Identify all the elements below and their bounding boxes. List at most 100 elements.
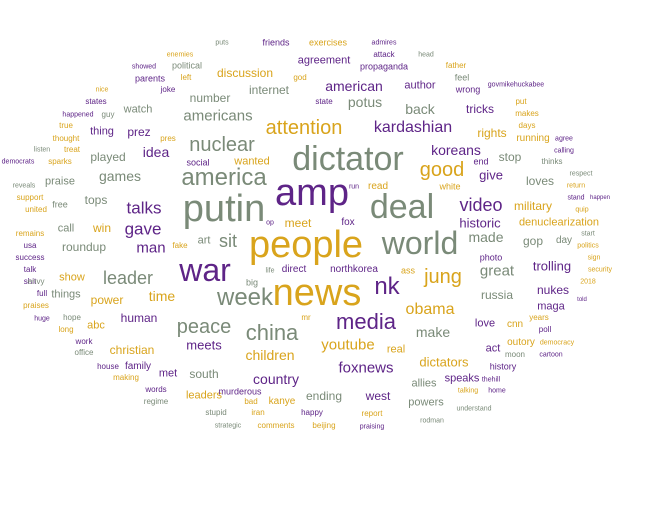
word-foxnews: foxnews <box>338 359 394 377</box>
word-showed: showed <box>131 63 157 71</box>
word-christian: christian <box>109 343 155 357</box>
word-support: support <box>16 193 44 202</box>
word-south: south <box>189 367 219 381</box>
word-good: good <box>419 159 465 181</box>
word-act: act <box>485 342 501 355</box>
word-loves: loves <box>525 174 555 188</box>
word-prez: prez <box>127 125 151 139</box>
word-happened: happened <box>62 111 94 119</box>
word-propaganda: propaganda <box>359 61 409 72</box>
word-sit: sit <box>219 231 237 251</box>
word-dictators: dictators <box>419 354 469 370</box>
word-human: human <box>120 311 158 325</box>
word-happen: happen <box>589 195 611 201</box>
word-admires: admires <box>371 39 397 47</box>
word-china: china <box>245 320 299 345</box>
word-outory: outory <box>507 337 535 348</box>
word-video: video <box>459 195 503 215</box>
word-give: give <box>479 167 503 183</box>
word-end: end <box>473 156 489 167</box>
word-man: man <box>136 239 166 257</box>
word-envy: envy <box>27 277 45 286</box>
word-iran: iran <box>251 408 265 417</box>
word-putin: putin <box>182 188 266 230</box>
word-father: father <box>445 61 467 70</box>
word-things: things <box>51 288 81 301</box>
word-murderous: murderous <box>218 386 262 397</box>
word-nukes: nukes <box>536 283 570 297</box>
word-strategic: strategic <box>214 422 242 430</box>
word-social: social <box>186 157 210 168</box>
word-powers: powers <box>408 396 444 409</box>
word-call: call <box>57 222 75 235</box>
word-ass: ass <box>400 265 416 276</box>
word-god: god <box>293 73 307 82</box>
word-govmikehuckabee: govmikehuckabee <box>487 81 545 89</box>
word-media: media <box>336 309 396 334</box>
word-leader: leader <box>102 268 154 288</box>
word-wanted: wanted <box>234 155 270 168</box>
word-talks: talks <box>126 198 162 218</box>
word-life: life <box>265 267 275 275</box>
word-america: america <box>181 164 267 191</box>
word-regime: regime <box>143 397 169 406</box>
word-northkorea: northkorea <box>330 264 378 275</box>
word-world: world <box>381 225 459 261</box>
word-military: military <box>514 199 552 213</box>
word-sparks: sparks <box>48 157 72 166</box>
word-read: read <box>367 181 389 192</box>
word-dictator: dictator <box>292 140 404 178</box>
word-art: art <box>197 234 211 247</box>
word-love: love <box>474 317 496 330</box>
word-allies: allies <box>411 377 437 390</box>
word-guy: guy <box>101 110 115 119</box>
word-thing: thing <box>90 125 114 138</box>
word-thinks: thinks <box>541 157 563 166</box>
word-history: history <box>489 361 517 372</box>
word-kanye: kanye <box>268 396 296 407</box>
word-nk: nk <box>374 273 400 300</box>
word-attention: attention <box>265 117 343 139</box>
word-start: start <box>581 230 595 238</box>
word-games: games <box>98 168 142 184</box>
word-fake: fake <box>172 241 188 250</box>
word-success: success <box>15 253 45 262</box>
word-russia: russia <box>480 288 514 302</box>
word-people: people <box>248 224 364 266</box>
word-praising: praising <box>359 423 385 431</box>
word-talking: talking <box>457 387 479 395</box>
word-tops: tops <box>84 193 108 207</box>
word-show: show <box>59 271 85 284</box>
word-happy: happy <box>301 408 323 417</box>
word-trolling: trolling <box>532 258 572 274</box>
word-enemies: enemies <box>166 51 194 59</box>
word-calling: calling <box>554 147 574 155</box>
word-agreement: agreement <box>297 54 351 67</box>
word-day: day <box>555 235 573 246</box>
word-roundup: roundup <box>61 240 107 254</box>
word-makes: makes <box>515 109 539 118</box>
word-cartoon: cartoon <box>539 351 563 359</box>
word-peace: peace <box>176 316 232 338</box>
word-democracy: democracy <box>539 339 575 347</box>
word-big: big <box>245 277 259 288</box>
word-run: run <box>348 183 360 191</box>
word-leaders: leaders <box>185 389 223 402</box>
word-puts: puts <box>215 39 229 47</box>
word-free: free <box>52 199 68 210</box>
word-told: told <box>577 297 587 303</box>
word-family: family <box>124 361 152 372</box>
word-home: home <box>488 387 506 395</box>
word-watch: watch <box>123 103 153 116</box>
word-white: white <box>439 181 461 192</box>
word-politics: politics <box>577 242 599 250</box>
word-rights: rights <box>477 126 507 140</box>
word-potus: potus <box>347 94 383 110</box>
word-remains: remains <box>15 229 45 238</box>
word-meet: meet <box>284 216 312 230</box>
word-fox: fox <box>341 217 355 228</box>
word-nice: nice <box>95 86 109 94</box>
word-put: put <box>515 97 527 106</box>
word-sign: sign <box>587 254 601 262</box>
word-exercises: exercises <box>308 37 348 48</box>
